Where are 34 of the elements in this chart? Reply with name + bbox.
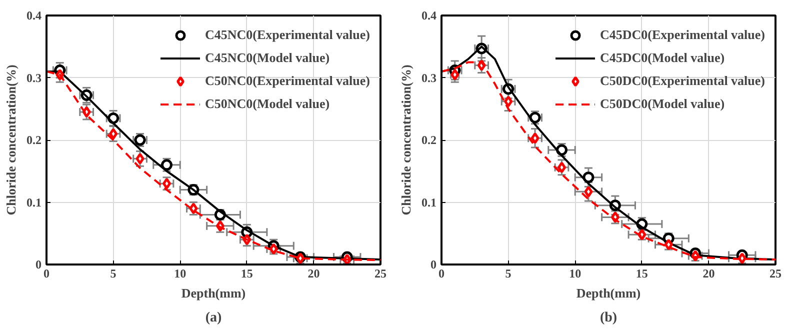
y-tick-label: 0.4 [26, 8, 42, 22]
x-tick-label: 15 [240, 266, 253, 280]
y-tick-label: 0 [430, 258, 436, 272]
x-tick-label: 5 [110, 266, 116, 280]
text: (b) [600, 310, 618, 326]
y-tick-label: 0.4 [422, 8, 436, 22]
x-tick-label: 5 [505, 266, 512, 280]
x-tick-label: 15 [636, 266, 648, 280]
x-tick-label: 25 [770, 266, 782, 280]
x-tick-label: 25 [374, 266, 386, 280]
legend-label: C50NC0(Experimental value) [204, 73, 370, 89]
legend-label: C45NC0(Experimental value) [204, 27, 370, 43]
x-tick-label: 20 [308, 266, 320, 280]
x-tick-label: 20 [702, 266, 715, 280]
x-tick-label: 10 [174, 266, 186, 280]
y-tick-label: 0.3 [26, 70, 42, 85]
y-tick-label: 0.2 [26, 133, 42, 147]
y-axis-title: Chloride concentration(%) [398, 64, 414, 216]
y-tick-label: 0.3 [422, 70, 436, 85]
legend-label: C45DC0(Experimental value) [600, 27, 765, 43]
x-tick-label: 10 [569, 266, 582, 280]
x-axis-title: Depth(mm) [181, 286, 246, 300]
y-axis-title: Chloride concentration(%) [4, 64, 18, 216]
text: (a) [205, 310, 222, 326]
legend-label: C50DC0(Experimental value) [600, 73, 765, 89]
legend-label: C45NC0(Model value) [204, 50, 330, 66]
y-tick-label: 0.2 [422, 133, 436, 147]
legend-label: C45DC0(Model value) [600, 50, 725, 66]
y-tick-label: 0.1 [26, 195, 42, 210]
y-tick-label: 0 [36, 258, 42, 272]
legend-label: C50NC0(Model value) [204, 96, 330, 112]
legend-label: C50DC0(Model value) [600, 96, 725, 112]
y-tick-label: 0.1 [422, 195, 436, 210]
x-axis-title: Depth(mm) [576, 286, 641, 300]
